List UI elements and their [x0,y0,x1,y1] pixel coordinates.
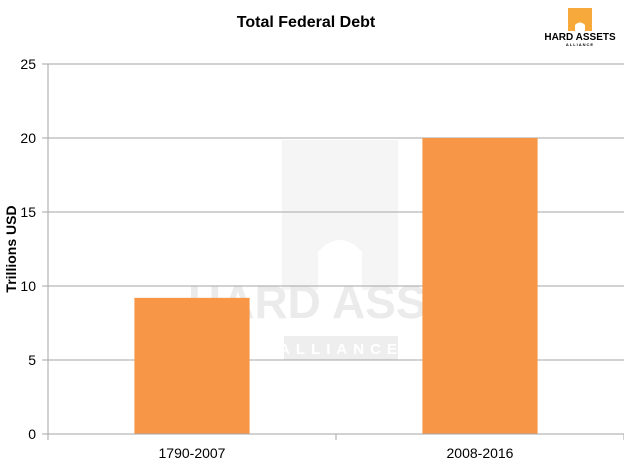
y-tick-labels: 0 5 10 15 20 25 [20,56,36,442]
watermark-house-icon [282,140,398,290]
axes [42,63,624,440]
logo-house-arch [575,22,585,31]
y-tick-label: 5 [28,352,36,368]
y-axis-label: Trillions USD [3,205,19,292]
y-tick-label: 20 [20,130,36,146]
x-tick-label: 1790-2007 [159,445,226,461]
logo-house-icon [568,8,592,31]
logo-sub: ALLIANCE [566,42,594,47]
watermark-house-arch [318,240,362,290]
x-tick-labels: 1790-2007 2008-2016 [159,445,514,461]
watermark-sub: ALLIANCE [279,341,403,358]
y-tick-label: 10 [20,278,36,294]
bar-1790-2007 [134,297,250,434]
bar-2008-2016 [422,138,538,434]
y-tick-label: 25 [20,56,36,72]
logo-name: HARD ASSETS [544,32,616,43]
x-tick-label: 2008-2016 [447,445,514,461]
watermark-sub-band [284,336,398,360]
bars [134,138,538,434]
chart-title: Total Federal Debt [237,14,376,31]
y-tick-label: 15 [20,204,36,220]
y-tick-label: 0 [28,426,36,442]
hard-assets-logo: HARD ASSETS ALLIANCE [544,8,616,47]
